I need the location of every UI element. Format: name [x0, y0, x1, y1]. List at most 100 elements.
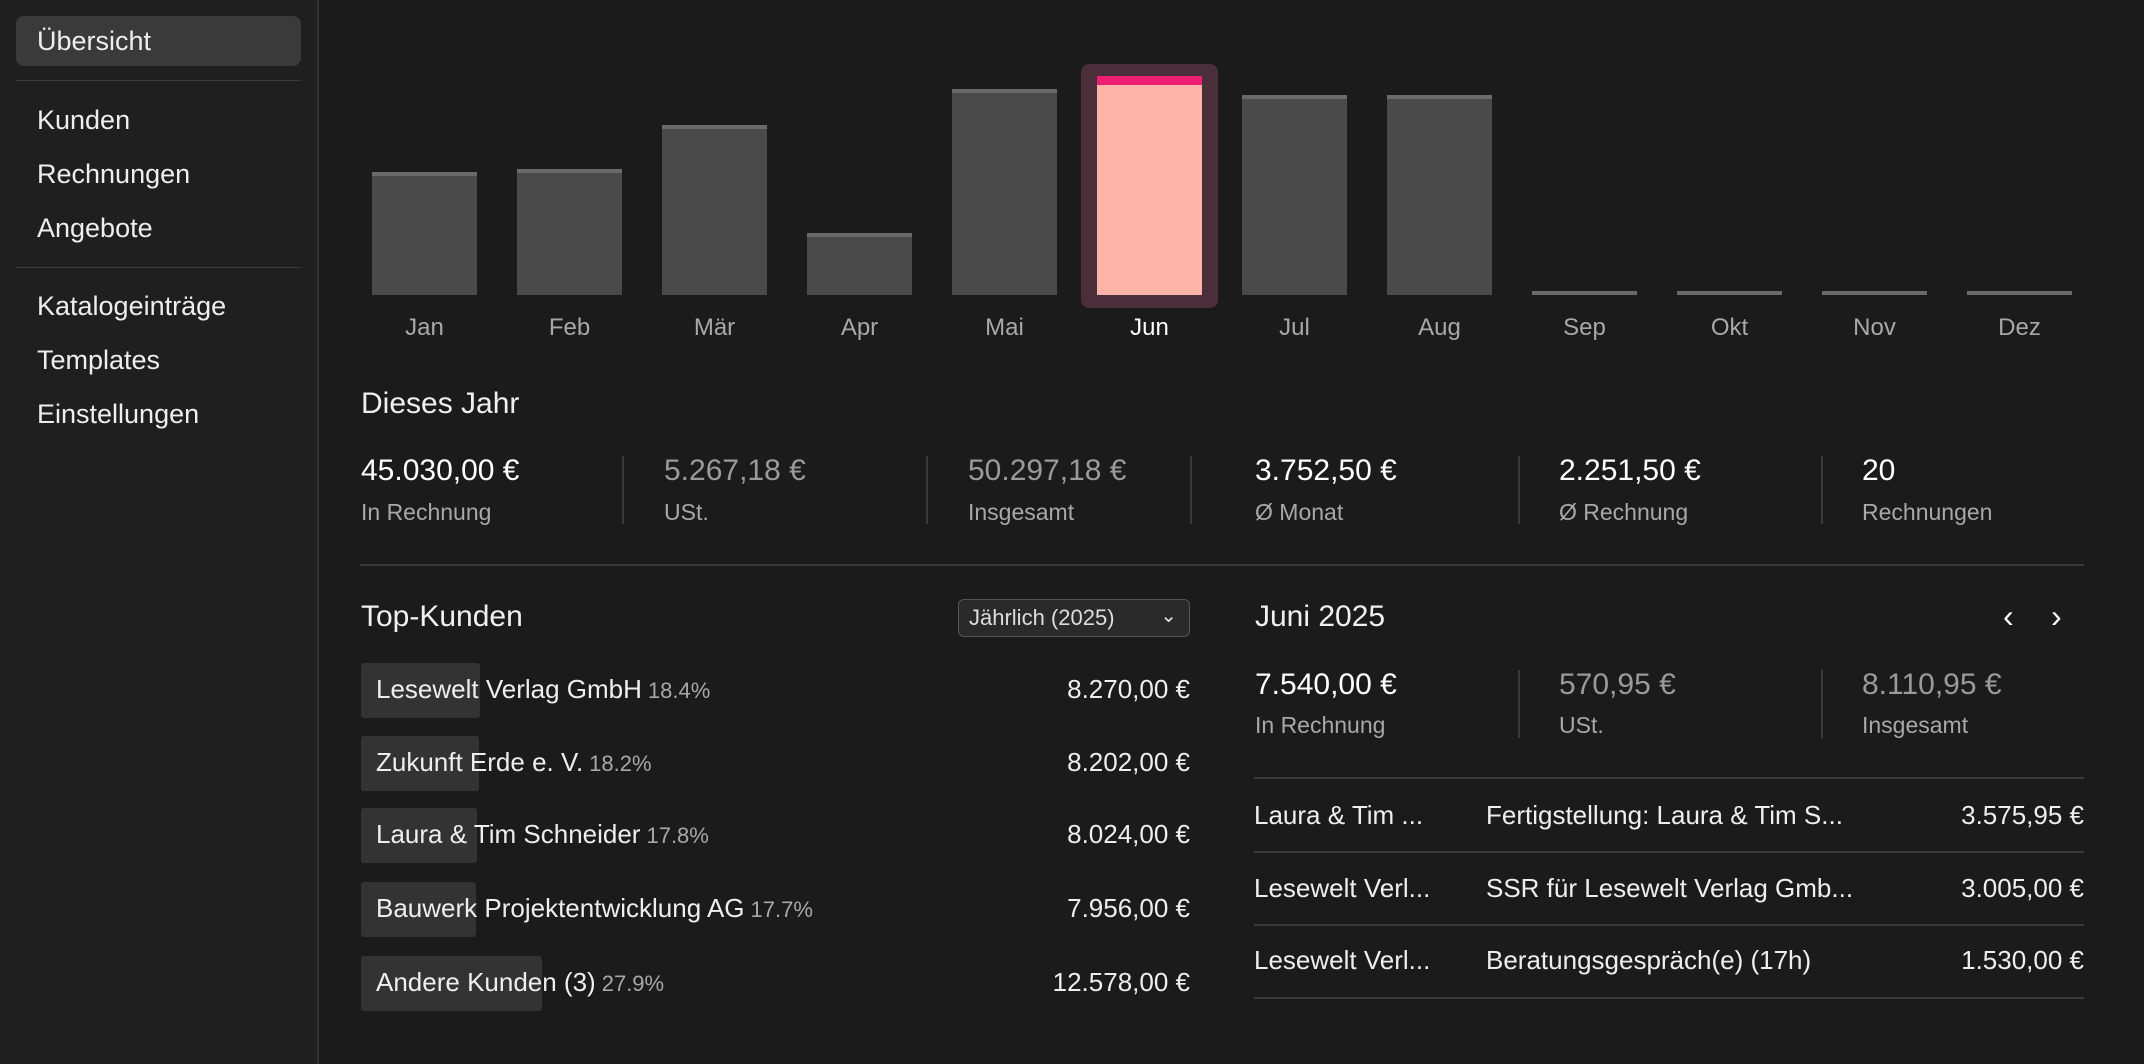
stat-divider — [926, 456, 928, 524]
divider — [360, 564, 2084, 566]
bar-sep[interactable] — [1532, 291, 1637, 295]
period-dropdown[interactable]: Jährlich (2025) ⌄ — [958, 599, 1190, 637]
customer-name[interactable]: Lesewelt Verlag GmbH 18.4% — [376, 674, 710, 705]
customer-label: Lesewelt Verlag GmbH — [376, 674, 642, 704]
stat-divider — [1518, 456, 1520, 524]
row-divider — [1254, 924, 2084, 926]
invoice-description: Fertigstellung: Laura & Tim S... — [1486, 800, 1843, 830]
customer-amount: 8.270,00 € — [1067, 674, 1190, 704]
stat-value: 50.297,18 € — [968, 454, 1127, 487]
month-label: Jan — [405, 314, 444, 341]
stat-divider — [622, 456, 624, 524]
customer-label: Bauwerk Projektentwicklung AG — [376, 893, 745, 923]
year-title: Dieses Jahr — [361, 387, 520, 420]
sidebar-item-katalogeintraege[interactable]: Katalogeinträge — [37, 291, 227, 321]
sidebar-item-einstellungen[interactable]: Einstellungen — [37, 399, 200, 429]
stat-label: In Rechnung — [1255, 712, 1386, 738]
invoice-amount: 3.005,00 € — [1961, 873, 2084, 903]
stat-divider — [1821, 456, 1823, 524]
stat-value: 20 — [1862, 454, 1896, 487]
month-label: Dez — [1998, 314, 2041, 341]
month-label: Jun — [1130, 314, 1169, 341]
sidebar: Übersicht Kunden Rechnungen Angebote Kat… — [0, 0, 319, 1064]
month-label: Nov — [1853, 314, 1896, 341]
customer-share-bar — [361, 956, 543, 1011]
invoice-amount: 1.530,00 € — [1961, 945, 2084, 975]
stat-label: Ø Rechnung — [1559, 499, 1689, 525]
customer-percent: 18.2% — [589, 751, 652, 776]
bar-jul[interactable] — [1242, 94, 1347, 295]
stat-label: Rechnungen — [1862, 499, 1993, 525]
bar-jun[interactable] — [1097, 76, 1202, 295]
stat-divider — [1518, 670, 1520, 738]
invoice-description: SSR für Lesewelt Verlag Gmb... — [1486, 873, 1854, 903]
stat-value: 3.752,50 € — [1255, 454, 1397, 487]
invoice-customer: Lesewelt Verl... — [1254, 945, 1431, 975]
period-value: Jährlich (2025) — [969, 605, 1115, 630]
month-label: Sep — [1563, 314, 1606, 341]
row-divider — [1254, 851, 2084, 853]
customer-label: Andere Kunden (3) — [376, 967, 596, 997]
invoice-description: Beratungsgespräch(e) (17h) — [1486, 945, 1812, 975]
month-label: Feb — [548, 314, 591, 341]
sidebar-item-angebote[interactable]: Angebote — [37, 213, 153, 243]
month-label: Aug — [1418, 314, 1461, 341]
customer-share-bar — [361, 808, 477, 863]
customer-percent: 27.9% — [601, 971, 665, 996]
chevron-down-icon: ⌄ — [1160, 605, 1177, 627]
customer-share-bar — [361, 882, 476, 937]
stat-label: Insgesamt — [1862, 712, 1969, 738]
divider — [1254, 777, 2084, 779]
top-customers-title: Top-Kunden — [361, 600, 523, 633]
sidebar-item-templates[interactable]: Templates — [37, 345, 161, 375]
sidebar-item-rechnungen[interactable]: Rechnungen — [37, 159, 191, 189]
sidebar-divider — [16, 80, 301, 81]
bar-jan[interactable] — [372, 171, 477, 295]
customer-name[interactable]: Zukunft Erde e. V. 18.2% — [376, 747, 652, 778]
bar-mai[interactable] — [952, 88, 1057, 295]
stat-label: Ø Monat — [1255, 499, 1344, 525]
stat-value: 570,95 € — [1559, 668, 1676, 701]
customer-share-bar — [361, 736, 480, 791]
customer-percent: 17.7% — [750, 897, 813, 922]
invoice-amount: 3.575,95 € — [1961, 800, 2084, 830]
customer-name[interactable]: Andere Kunden (3) 27.9% — [376, 967, 664, 998]
sidebar-item-uebersicht[interactable]: Übersicht — [16, 16, 301, 66]
invoice-customer: Laura & Tim ... — [1254, 800, 1424, 830]
stat-label: Insgesamt — [968, 499, 1075, 525]
customer-amount: 8.024,00 € — [1067, 819, 1190, 849]
bar-okt[interactable] — [1677, 291, 1782, 295]
bar-feb[interactable] — [517, 168, 622, 295]
customer-amount: 7.956,00 € — [1067, 893, 1190, 923]
stat-label: USt. — [1559, 712, 1604, 738]
bar-nov[interactable] — [1822, 291, 1927, 295]
stat-divider — [1821, 670, 1823, 738]
bar-apr[interactable] — [807, 232, 912, 295]
customer-name[interactable]: Bauwerk Projektentwicklung AG 17.7% — [376, 893, 813, 924]
stat-value: 45.030,00 € — [361, 454, 520, 487]
stat-label: USt. — [664, 499, 709, 525]
customer-label: Zukunft Erde e. V. — [376, 747, 584, 777]
month-label: Apr — [840, 314, 879, 341]
bar-mär[interactable] — [662, 125, 767, 295]
month-label: Mär — [693, 314, 736, 341]
chevron-right-icon[interactable]: › — [2051, 598, 2062, 634]
customer-name[interactable]: Laura & Tim Schneider 17.8% — [376, 819, 709, 850]
customer-amount: 12.578,00 € — [1052, 967, 1190, 997]
sidebar-divider — [16, 267, 301, 268]
stat-divider — [1190, 456, 1192, 524]
customer-amount: 8.202,00 € — [1067, 747, 1190, 777]
customer-label: Laura & Tim Schneider — [376, 819, 641, 849]
bar-aug[interactable] — [1387, 95, 1492, 295]
sidebar-item-kunden[interactable]: Kunden — [37, 105, 131, 135]
chevron-left-icon[interactable]: ‹ — [2003, 598, 2014, 634]
month-label: Mai — [985, 314, 1024, 341]
stat-label: In Rechnung — [361, 499, 492, 525]
month-label: Jul — [1279, 314, 1310, 341]
invoice-customer: Lesewelt Verl... — [1254, 873, 1431, 903]
stat-value: 8.110,95 € — [1862, 668, 2002, 701]
row-divider — [1254, 997, 2084, 999]
month-label: Okt — [1710, 314, 1749, 341]
customer-share-bar — [361, 663, 481, 718]
bar-dez[interactable] — [1967, 291, 2072, 295]
